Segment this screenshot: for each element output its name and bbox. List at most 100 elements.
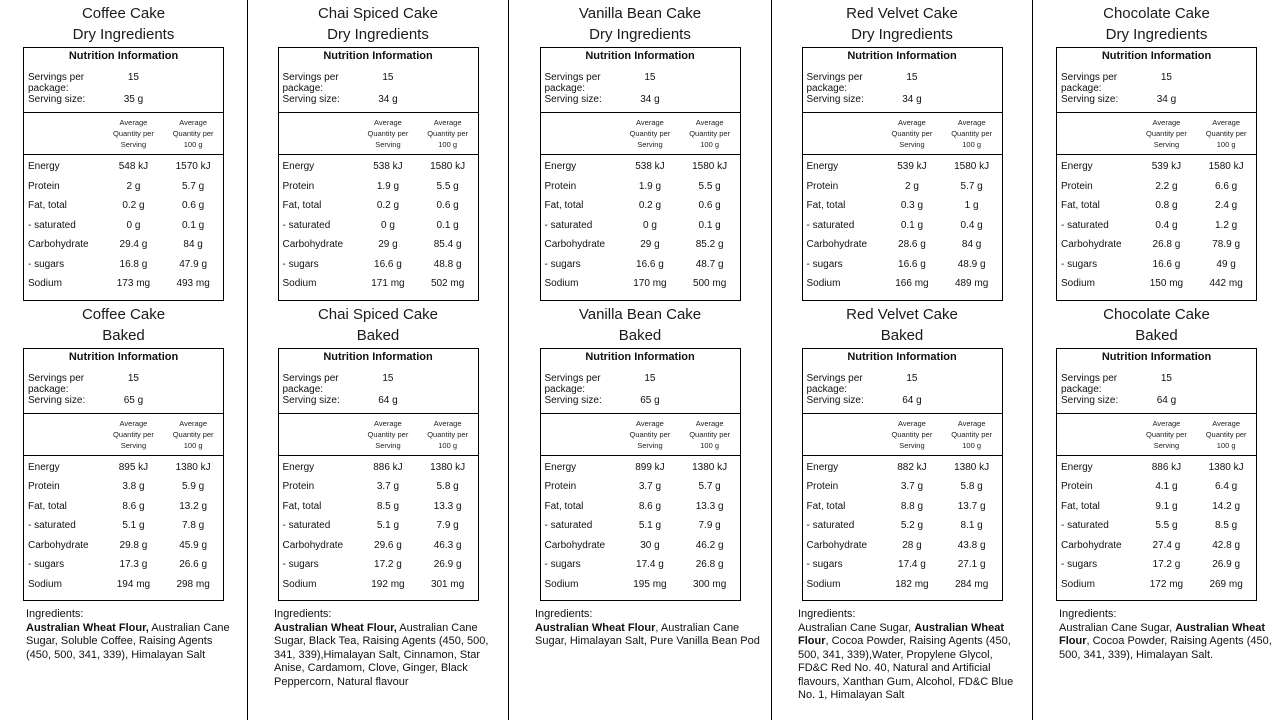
serving-info-section: Servings per package: 15 Serving size: 64 g — [803, 364, 1002, 413]
per-100g-value: 269 mg — [1209, 578, 1243, 590]
header-line: Quantity per — [113, 429, 154, 439]
per-serving-value: 899 kJ — [635, 461, 665, 473]
per-100g-value: 43.8 g — [957, 539, 986, 551]
nutrient-rows: Energy 895 kJ 1380 kJ Protein 3.8 g 5.9 g Fat,… — [24, 456, 223, 601]
panel-subtitle: Baked — [618, 326, 662, 344]
nutrient-row: Energy 538 kJ 1580 kJ — [541, 157, 740, 177]
nutrient-label: Carbohydrate — [544, 539, 606, 551]
panel-subtitle: Baked — [102, 326, 145, 344]
per-100g-value: 26.6 g — [179, 559, 208, 571]
ingredient-segment: Australian Cane Sugar, Soluble Coffee, R… — [26, 621, 230, 661]
per-serving-value: 5.5 g — [1155, 520, 1178, 532]
nutrient-row: Sodium 194 mg 298 mg — [24, 575, 223, 595]
per-100g-value: 13.3 g — [695, 500, 724, 512]
nutrient-row: Fat, total 8.5 g 13.3 g — [279, 497, 478, 517]
header-line: Average — [957, 118, 986, 127]
cake-column: Red Velvet Cake Dry Ingredients Nutrition … — [772, 0, 1033, 720]
per-100g-value: 84 g — [183, 239, 203, 251]
nutrient-row: Protein 1.9 g 5.5 g — [541, 177, 740, 197]
nutrient-label: Carbohydrate — [282, 539, 344, 551]
nutrient-label: Sodium — [1061, 578, 1095, 590]
ingredient-bold-segment: Australian Wheat Flour, — [274, 621, 397, 634]
serving-info-section: Servings per package: 15 Serving size: 65 g — [541, 364, 740, 413]
ingredients-heading: Ingredients: — [798, 608, 856, 620]
per-serving-value: 2 g — [904, 180, 919, 192]
serving-size-row: Serving size: 34 g — [279, 94, 478, 105]
nutrient-label: - saturated — [1061, 520, 1109, 532]
nutrient-row: - sugars 16.6 g 48.9 g — [803, 255, 1002, 275]
nutrient-rows: Energy 886 kJ 1380 kJ Protein 4.1 g 6.4 g Fat,… — [1057, 456, 1256, 601]
per-serving-value: 3.7 g — [638, 481, 662, 493]
per-100g-value: 26.9 g — [433, 559, 462, 571]
servings-per-package-value: 15 — [644, 72, 656, 83]
spacer-cell — [680, 395, 740, 406]
per-100g-value: 5.7 g — [698, 481, 721, 493]
header-line: Serving — [1153, 440, 1180, 450]
header-line: Quantity per — [629, 429, 671, 439]
per-100g-value: 45.9 g — [179, 539, 208, 551]
nutrient-row: Sodium 182 mg 284 mg — [803, 575, 1002, 595]
per-100g-value: 26.8 g — [695, 559, 724, 571]
nutrient-row: Fat, total 8.6 g 13.3 g — [541, 497, 740, 517]
header-line: Average — [1152, 118, 1181, 127]
per-100g-value: 5.8 g — [436, 481, 459, 493]
spacer-cell — [942, 373, 1002, 395]
nutrient-row: Carbohydrate 29.4 g 84 g — [24, 235, 223, 255]
nutrient-row: - saturated 0 g 0.1 g — [541, 216, 740, 236]
per-100g-value: 6.6 g — [1215, 180, 1238, 192]
per-100g-value: 5.7 g — [960, 180, 983, 192]
per-serving-value: 0.3 g — [900, 200, 924, 212]
spacer-cell — [942, 395, 1002, 406]
spacer-cell — [163, 373, 223, 395]
nutrient-label: Fat, total — [28, 200, 67, 212]
nutrient-label: Energy — [282, 161, 315, 173]
serving-size-value: 34 g — [378, 94, 398, 105]
nutrition-information-heading: Nutrition Information — [1101, 50, 1212, 62]
nutrient-row: Carbohydrate 29.8 g 45.9 g — [24, 536, 223, 556]
per-serving-value: 8.6 g — [122, 500, 145, 512]
nutrition-information-table: Nutrition Information Servings per packag… — [539, 347, 741, 601]
serving-size-value: 34 g — [1156, 94, 1177, 105]
header-line: Average — [374, 118, 402, 127]
nutrient-label: Sodium — [28, 578, 62, 590]
per-100g-value: 13.7 g — [957, 500, 986, 512]
serving-size-value: 34 g — [640, 94, 660, 105]
header-line: Average — [179, 118, 208, 127]
servings-per-package-label: Servings per package: — [28, 72, 85, 94]
per-100g-value: 42.8 g — [1212, 539, 1241, 551]
ingredients-block: Ingredients: Australian Cane Sugar, Austr… — [798, 608, 1024, 703]
per-100g-value: 85.2 g — [695, 239, 724, 251]
per-serving-value: 538 kJ — [635, 161, 665, 173]
spacer-cell — [418, 373, 478, 395]
cake-title: Vanilla Bean Cake — [578, 305, 702, 323]
per-serving-value: 182 mg — [895, 578, 929, 590]
nutrition-information-table: Nutrition Information Servings per packag… — [23, 47, 224, 301]
nutrient-row: - saturated 5.1 g 7.8 g — [24, 516, 223, 536]
nutrient-row: Sodium 192 mg 301 mg — [279, 575, 478, 595]
nutrient-label: Carbohydrate — [28, 239, 89, 251]
nutrient-label: - saturated — [282, 520, 331, 532]
column-headers-row: Average Quantity per Serving Average Quantit… — [540, 412, 740, 456]
per-serving-value: 172 mg — [1149, 578, 1184, 590]
nutrient-row: Fat, total 0.3 g 1 g — [803, 196, 1002, 216]
nutrient-row: Fat, total 0.2 g 0.6 g — [541, 196, 740, 216]
nutrient-label: Fat, total — [28, 500, 67, 512]
ingredient-segment: Australian Cane Sugar, — [1059, 621, 1176, 634]
servings-per-package-label: Servings per package: — [544, 72, 601, 94]
nutrient-rows: Energy 882 kJ 1380 kJ Protein 3.7 g 5.8 g Fat,… — [803, 456, 1002, 601]
panel-subtitle: Dry Ingredients — [72, 26, 175, 43]
ingredients-heading: Ingredients: — [1059, 608, 1117, 620]
nutrient-row: Carbohydrate 29.6 g 46.3 g — [279, 536, 478, 556]
nutrition-information-table: Nutrition Information Servings per packag… — [801, 47, 1003, 301]
header-line: Quantity per — [689, 129, 731, 138]
header-line: Average — [636, 418, 664, 428]
header-line: Quantity per — [951, 129, 993, 138]
per-serving-value: 0.1 g — [900, 219, 924, 231]
cake-title: Chocolate Cake — [1103, 305, 1210, 323]
nutrient-label: Carbohydrate — [1061, 239, 1122, 251]
header-line: 100 g — [1216, 140, 1236, 149]
nutrient-label: Fat, total — [806, 500, 846, 512]
serving-size-value: 64 g — [378, 394, 398, 406]
servings-per-package-row: Servings per package: 15 — [1057, 373, 1256, 395]
per-serving-value: 0.2 g — [122, 200, 145, 212]
